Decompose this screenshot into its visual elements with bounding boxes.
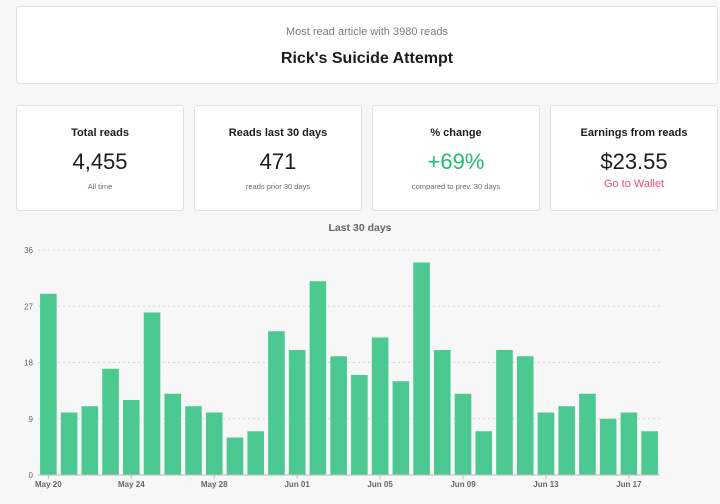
bar[interactable]: [164, 393, 182, 475]
bar[interactable]: [205, 412, 223, 476]
earnings-card: Earnings from reads $23.55 Go to Wallet: [550, 105, 718, 211]
chart-axes: 0 9 18 27 36 May 20 May 24 May 28 Jun 01 Jun 05 Ju…: [24, 246, 660, 489]
most-read-title[interactable]: Rick's Suicide Attempt: [280, 50, 454, 67]
bar[interactable]: [454, 393, 472, 475]
bar[interactable]: [81, 406, 99, 475]
bar[interactable]: [620, 412, 638, 476]
bar[interactable]: [330, 356, 347, 475]
x-tick-label: May 20: [35, 480, 62, 489]
stat-value: +69%: [427, 149, 485, 174]
y-tick-label: 36: [24, 246, 33, 255]
bar[interactable]: [226, 437, 244, 476]
stat-note: All time: [87, 182, 113, 191]
stat-note: reads prior 30 days: [245, 182, 311, 191]
bar[interactable]: [558, 406, 575, 475]
y-tick-label: 9: [29, 415, 34, 424]
chart-title: Last 30 days: [328, 222, 392, 234]
stat-label: Earnings from reads: [580, 127, 688, 139]
bar[interactable]: [371, 337, 389, 476]
bar[interactable]: [434, 350, 451, 475]
chart-grid: [38, 249, 660, 420]
x-tick-label: Jun 17: [616, 480, 642, 489]
bar[interactable]: [40, 293, 57, 475]
y-tick-label: 0: [29, 471, 34, 480]
x-tick-label: Jun 13: [533, 480, 559, 489]
x-tick-label: Jun 05: [367, 480, 393, 489]
bar[interactable]: [475, 431, 493, 475]
reads-last-30-days-card: Reads last 30 days 471 reads prior 30 da…: [194, 105, 362, 211]
most-read-card: Most read article with 3980 reads Rick's…: [16, 6, 718, 84]
x-tick-label: May 28: [201, 480, 228, 489]
x-tick-label: Jun 01: [284, 480, 310, 489]
stat-value: $23.55: [600, 149, 668, 174]
bar[interactable]: [102, 368, 119, 475]
bar[interactable]: [641, 431, 658, 475]
x-tick-label: Jun 09: [450, 480, 476, 489]
stat-label: % change: [430, 127, 482, 139]
bar[interactable]: [123, 400, 140, 475]
bar[interactable]: [579, 393, 596, 475]
bar[interactable]: [309, 281, 327, 475]
percent-change-card: % change +69% compared to prev. 30 days: [372, 105, 540, 211]
bar[interactable]: [60, 412, 78, 476]
go-to-wallet-link[interactable]: Go to Wallet: [603, 178, 665, 190]
bar[interactable]: [288, 350, 306, 475]
bar[interactable]: [247, 431, 264, 475]
bar[interactable]: [268, 331, 285, 475]
bar[interactable]: [413, 262, 430, 476]
x-tick-label: May 24: [118, 480, 145, 489]
bar[interactable]: [496, 350, 513, 475]
bar[interactable]: [537, 412, 555, 476]
stat-label: Reads last 30 days: [228, 127, 328, 139]
stat-label: Total reads: [71, 127, 129, 139]
most-read-subtitle: Most read article with 3980 reads: [285, 26, 449, 38]
y-tick-label: 18: [24, 359, 33, 368]
bar[interactable]: [185, 406, 202, 475]
stat-value: 4,455: [72, 149, 128, 174]
stat-note: compared to prev. 30 days: [411, 182, 501, 191]
bar[interactable]: [143, 312, 161, 476]
chart-bars: [40, 262, 658, 476]
bar[interactable]: [516, 356, 534, 475]
bar[interactable]: [351, 375, 368, 475]
stat-value: 471: [259, 149, 297, 174]
reads-bar-chart: 0 9 18 27 36 May 20 May 24 May 28 Jun 01 Jun 05 Ju…: [24, 246, 660, 489]
bar[interactable]: [392, 381, 410, 475]
y-tick-label: 27: [24, 302, 33, 311]
bar[interactable]: [599, 418, 617, 475]
total-reads-card: Total reads 4,455 All time: [16, 105, 184, 211]
